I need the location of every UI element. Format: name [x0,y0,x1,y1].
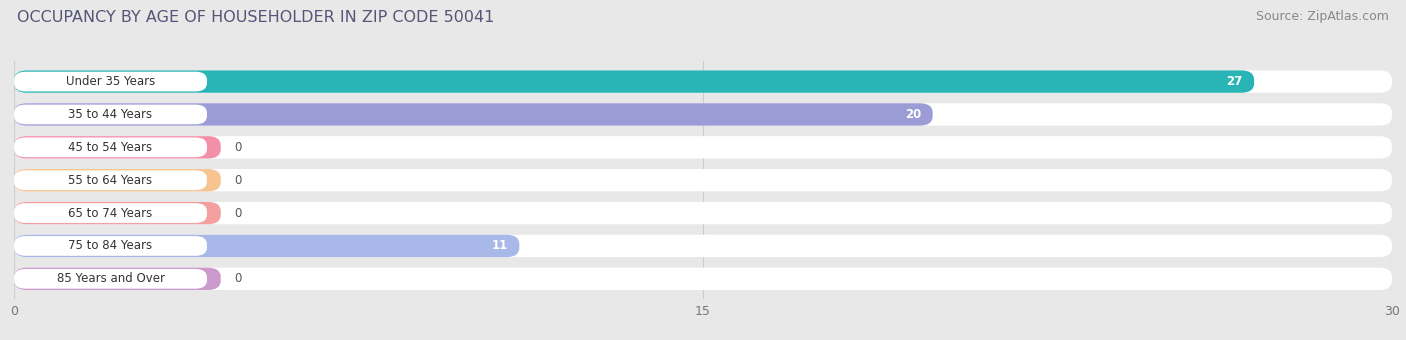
FancyBboxPatch shape [14,235,519,257]
FancyBboxPatch shape [14,136,221,158]
Text: 27: 27 [1226,75,1243,88]
Text: OCCUPANCY BY AGE OF HOUSEHOLDER IN ZIP CODE 50041: OCCUPANCY BY AGE OF HOUSEHOLDER IN ZIP C… [17,10,495,25]
FancyBboxPatch shape [14,202,221,224]
Text: 85 Years and Over: 85 Years and Over [56,272,165,285]
Text: 0: 0 [235,207,242,220]
Text: 20: 20 [905,108,921,121]
FancyBboxPatch shape [14,268,221,290]
FancyBboxPatch shape [14,236,207,256]
FancyBboxPatch shape [14,103,1392,126]
FancyBboxPatch shape [14,169,1392,191]
FancyBboxPatch shape [14,70,1254,93]
FancyBboxPatch shape [14,137,207,157]
Text: 75 to 84 Years: 75 to 84 Years [69,239,153,252]
Text: 11: 11 [492,239,508,252]
Text: 45 to 54 Years: 45 to 54 Years [69,141,153,154]
Text: Under 35 Years: Under 35 Years [66,75,155,88]
Text: 35 to 44 Years: 35 to 44 Years [69,108,153,121]
Text: 65 to 74 Years: 65 to 74 Years [69,207,153,220]
Text: 0: 0 [235,174,242,187]
Text: Source: ZipAtlas.com: Source: ZipAtlas.com [1256,10,1389,23]
FancyBboxPatch shape [14,202,1392,224]
FancyBboxPatch shape [14,105,207,124]
FancyBboxPatch shape [14,72,207,91]
FancyBboxPatch shape [14,170,207,190]
FancyBboxPatch shape [14,203,207,223]
FancyBboxPatch shape [14,136,1392,158]
FancyBboxPatch shape [14,268,1392,290]
Text: 55 to 64 Years: 55 to 64 Years [69,174,153,187]
FancyBboxPatch shape [14,269,207,289]
FancyBboxPatch shape [14,169,221,191]
FancyBboxPatch shape [14,235,1392,257]
Text: 0: 0 [235,141,242,154]
FancyBboxPatch shape [14,103,932,126]
Text: 0: 0 [235,272,242,285]
FancyBboxPatch shape [14,70,1392,93]
